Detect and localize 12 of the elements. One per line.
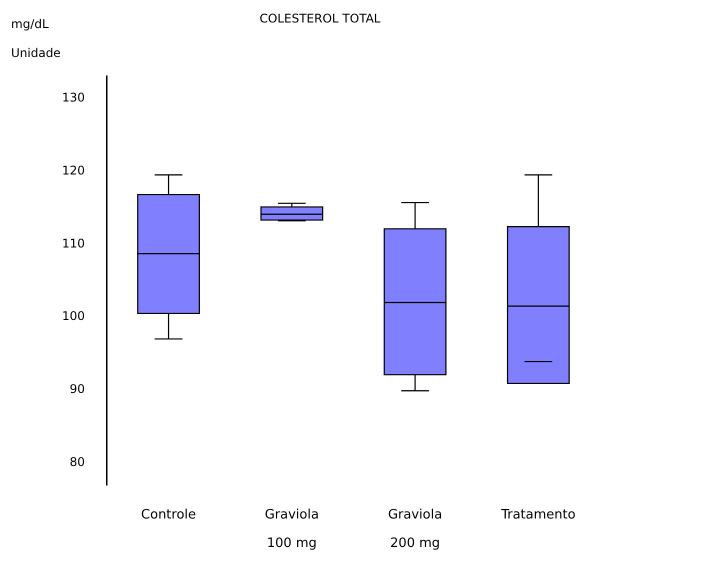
y-tick-label: 80 (70, 455, 85, 470)
x-tick-label: Tratamento (500, 507, 576, 522)
y-tick-label: 90 (70, 382, 85, 396)
x-tick-label: Graviola 100 mg (264, 507, 319, 552)
y-tick-label: 120 (62, 163, 85, 178)
text: mg/dL Unidade (11, 17, 61, 60)
x-tick-label: Controle (141, 507, 196, 522)
y-tick-label: 110 (62, 236, 85, 250)
y-tick-label: 130 (62, 90, 85, 104)
y-tick-label: 100 (62, 309, 85, 324)
x-tick-label: Graviola 200 mg (388, 507, 442, 552)
chart-title: COLESTEROL TOTAL (260, 11, 381, 26)
